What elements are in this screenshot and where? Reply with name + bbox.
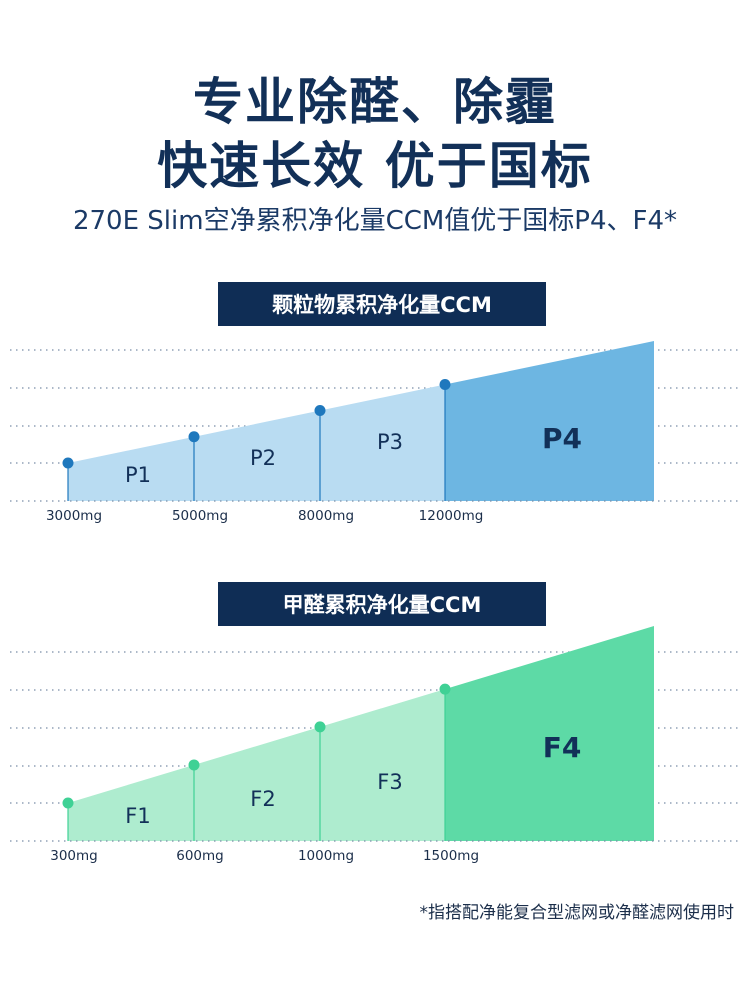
formaldehyde-grade-label-f4: F4 <box>543 731 582 764</box>
particle-marker-dot-3 <box>314 405 326 417</box>
formaldehyde-grade-label-f1: F1 <box>125 804 150 828</box>
particle-chart-title: 颗粒物累积净化量CCM <box>218 282 546 326</box>
formaldehyde-x-label-3: 1000mg <box>298 848 354 864</box>
formaldehyde-grade-label-f2: F2 <box>250 787 275 811</box>
particle-x-label-3: 8000mg <box>298 508 354 524</box>
formaldehyde-x-label-1: 300mg <box>50 848 98 864</box>
formaldehyde-marker-dot-3 <box>314 721 326 733</box>
particle-marker-dot-1 <box>62 457 74 469</box>
formaldehyde-marker-dot-2 <box>188 759 200 771</box>
particle-x-label-2: 5000mg <box>172 508 228 524</box>
headline-line1: 专业除醛、除霾 <box>193 73 557 131</box>
subtitle: 270E Slim空净累积净化量CCM值优于国标P4、F4* <box>72 206 678 236</box>
formaldehyde-area-light <box>68 689 445 841</box>
formaldehyde-x-label-2: 600mg <box>176 848 224 864</box>
particle-x-label-4: 12000mg <box>419 508 484 524</box>
formaldehyde-marker-dot-1 <box>62 797 74 809</box>
formaldehyde-ccm-chart: 300mg 600mg 1000mg 1500mg F1 F2 F3 F4 <box>10 626 740 864</box>
footnote: *指搭配净能复合型滤网或净醛滤网使用时 <box>419 903 735 923</box>
particle-ccm-chart: 3000mg 5000mg 8000mg 12000mg P1 P2 P3 P4 <box>10 341 740 524</box>
formaldehyde-chart-title: 甲醛累积净化量CCM <box>218 582 546 626</box>
formaldehyde-x-label-4: 1500mg <box>423 848 479 864</box>
particle-area-top-grade <box>445 341 654 501</box>
particle-grade-label-p2: P2 <box>250 446 276 470</box>
particle-area-light <box>68 384 445 501</box>
formaldehyde-grade-label-f3: F3 <box>377 770 402 794</box>
formaldehyde-marker-dot-4 <box>439 683 451 695</box>
headline-line2: 快速长效 优于国标 <box>157 137 593 195</box>
particle-marker-dot-4 <box>439 379 451 391</box>
particle-grade-label-p4: P4 <box>542 422 582 455</box>
formaldehyde-area-top-grade <box>445 626 654 841</box>
particle-grade-label-p3: P3 <box>377 430 403 454</box>
particle-x-label-1: 3000mg <box>46 508 102 524</box>
particle-grade-label-p1: P1 <box>125 463 151 487</box>
particle-marker-dot-2 <box>188 431 200 443</box>
